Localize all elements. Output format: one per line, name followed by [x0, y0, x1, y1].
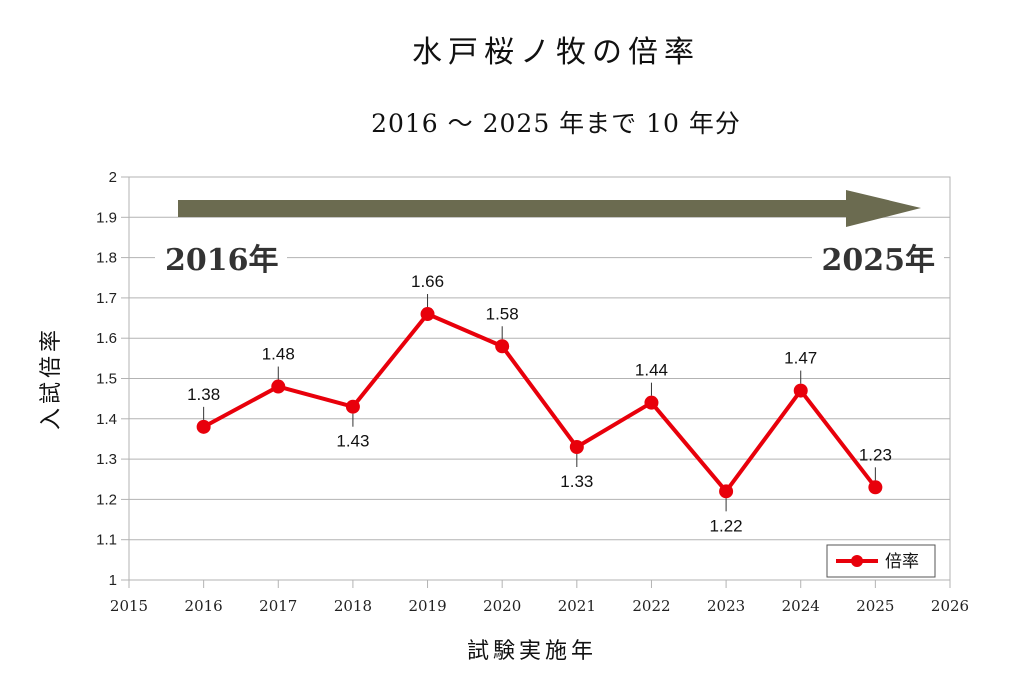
data-label: 1.58	[486, 304, 519, 323]
data-labels: 1.38 1.48 1.43 1.66 1.58 1.33 1.44 1.22 1.47 1.23	[187, 272, 892, 535]
end-label-bg	[812, 238, 944, 280]
end-year-label: 2025年	[822, 243, 936, 278]
data-label: 1.47	[784, 349, 817, 368]
series-line	[202, 312, 877, 494]
y-tick-label: 2	[109, 169, 117, 186]
data-point	[868, 480, 883, 495]
data-label: 1.44	[635, 361, 668, 380]
legend-marker	[851, 555, 863, 567]
data-point	[420, 307, 435, 322]
x-tick-label: 2022	[632, 597, 670, 615]
y-tick-label: 1.9	[96, 209, 117, 226]
x-tick-label: 2018	[334, 597, 372, 615]
data-point	[271, 379, 286, 394]
y-axis-label: 入試倍率	[39, 326, 64, 430]
data-label: 1.38	[187, 385, 220, 404]
y-tick-label: 1.5	[96, 371, 117, 388]
series-ratio	[196, 307, 883, 499]
y-tick-label: 1.4	[96, 411, 117, 428]
x-tick-label: 2021	[558, 597, 596, 615]
x-tick-label: 2026	[931, 597, 969, 615]
y-axis-ticks: 1 1.1 1.2 1.3 1.4 1.5 1.6 1.7 1.8 1.9 2	[96, 169, 129, 589]
year-span-annotation: 2016年 2025年	[155, 190, 944, 280]
data-point	[719, 484, 734, 499]
x-tick-label: 2015	[110, 597, 148, 615]
data-point	[495, 339, 510, 354]
chart-title: 水戸桜ノ牧の倍率	[412, 35, 700, 70]
x-tick-label: 2017	[259, 597, 297, 615]
data-label: 1.23	[859, 445, 892, 464]
data-label: 1.22	[710, 516, 743, 535]
x-tick-label: 2019	[408, 597, 446, 615]
start-year-label: 2016年	[165, 243, 279, 278]
data-label: 1.43	[336, 432, 369, 451]
y-tick-label: 1.1	[96, 532, 117, 549]
x-axis-ticks: 2015 2016 2017 2018 2019 2020 2021 2022 2023 2024…	[110, 580, 969, 615]
x-tick-label: 2024	[782, 597, 820, 615]
data-point	[345, 399, 360, 414]
start-label-bg	[155, 238, 287, 280]
grid	[129, 176, 950, 581]
y-tick-label: 1.6	[96, 330, 117, 347]
chart-subtitle: 2016 ～ 2025 年まで 10 年分	[371, 109, 741, 138]
y-tick-label: 1.2	[96, 491, 117, 508]
x-tick-label: 2020	[483, 597, 521, 615]
legend-label: 倍率	[885, 552, 919, 571]
x-axis-label: 試験実施年	[467, 639, 597, 664]
data-point	[569, 440, 584, 455]
x-tick-label: 2023	[707, 597, 745, 615]
y-tick-label: 1.7	[96, 290, 117, 307]
legend: 倍率	[826, 544, 936, 578]
x-tick-label: 2025	[856, 597, 894, 615]
x-tick-label: 2016	[185, 597, 223, 615]
data-label: 1.33	[560, 472, 593, 491]
y-tick-label: 1	[109, 572, 117, 589]
year-span-arrow	[178, 190, 921, 227]
y-tick-label: 1.8	[96, 250, 117, 267]
data-point	[793, 383, 808, 398]
data-label: 1.48	[262, 345, 295, 364]
data-point	[644, 395, 659, 410]
y-tick-label: 1.3	[96, 451, 117, 468]
data-label: 1.66	[411, 272, 444, 291]
data-point	[196, 419, 211, 434]
